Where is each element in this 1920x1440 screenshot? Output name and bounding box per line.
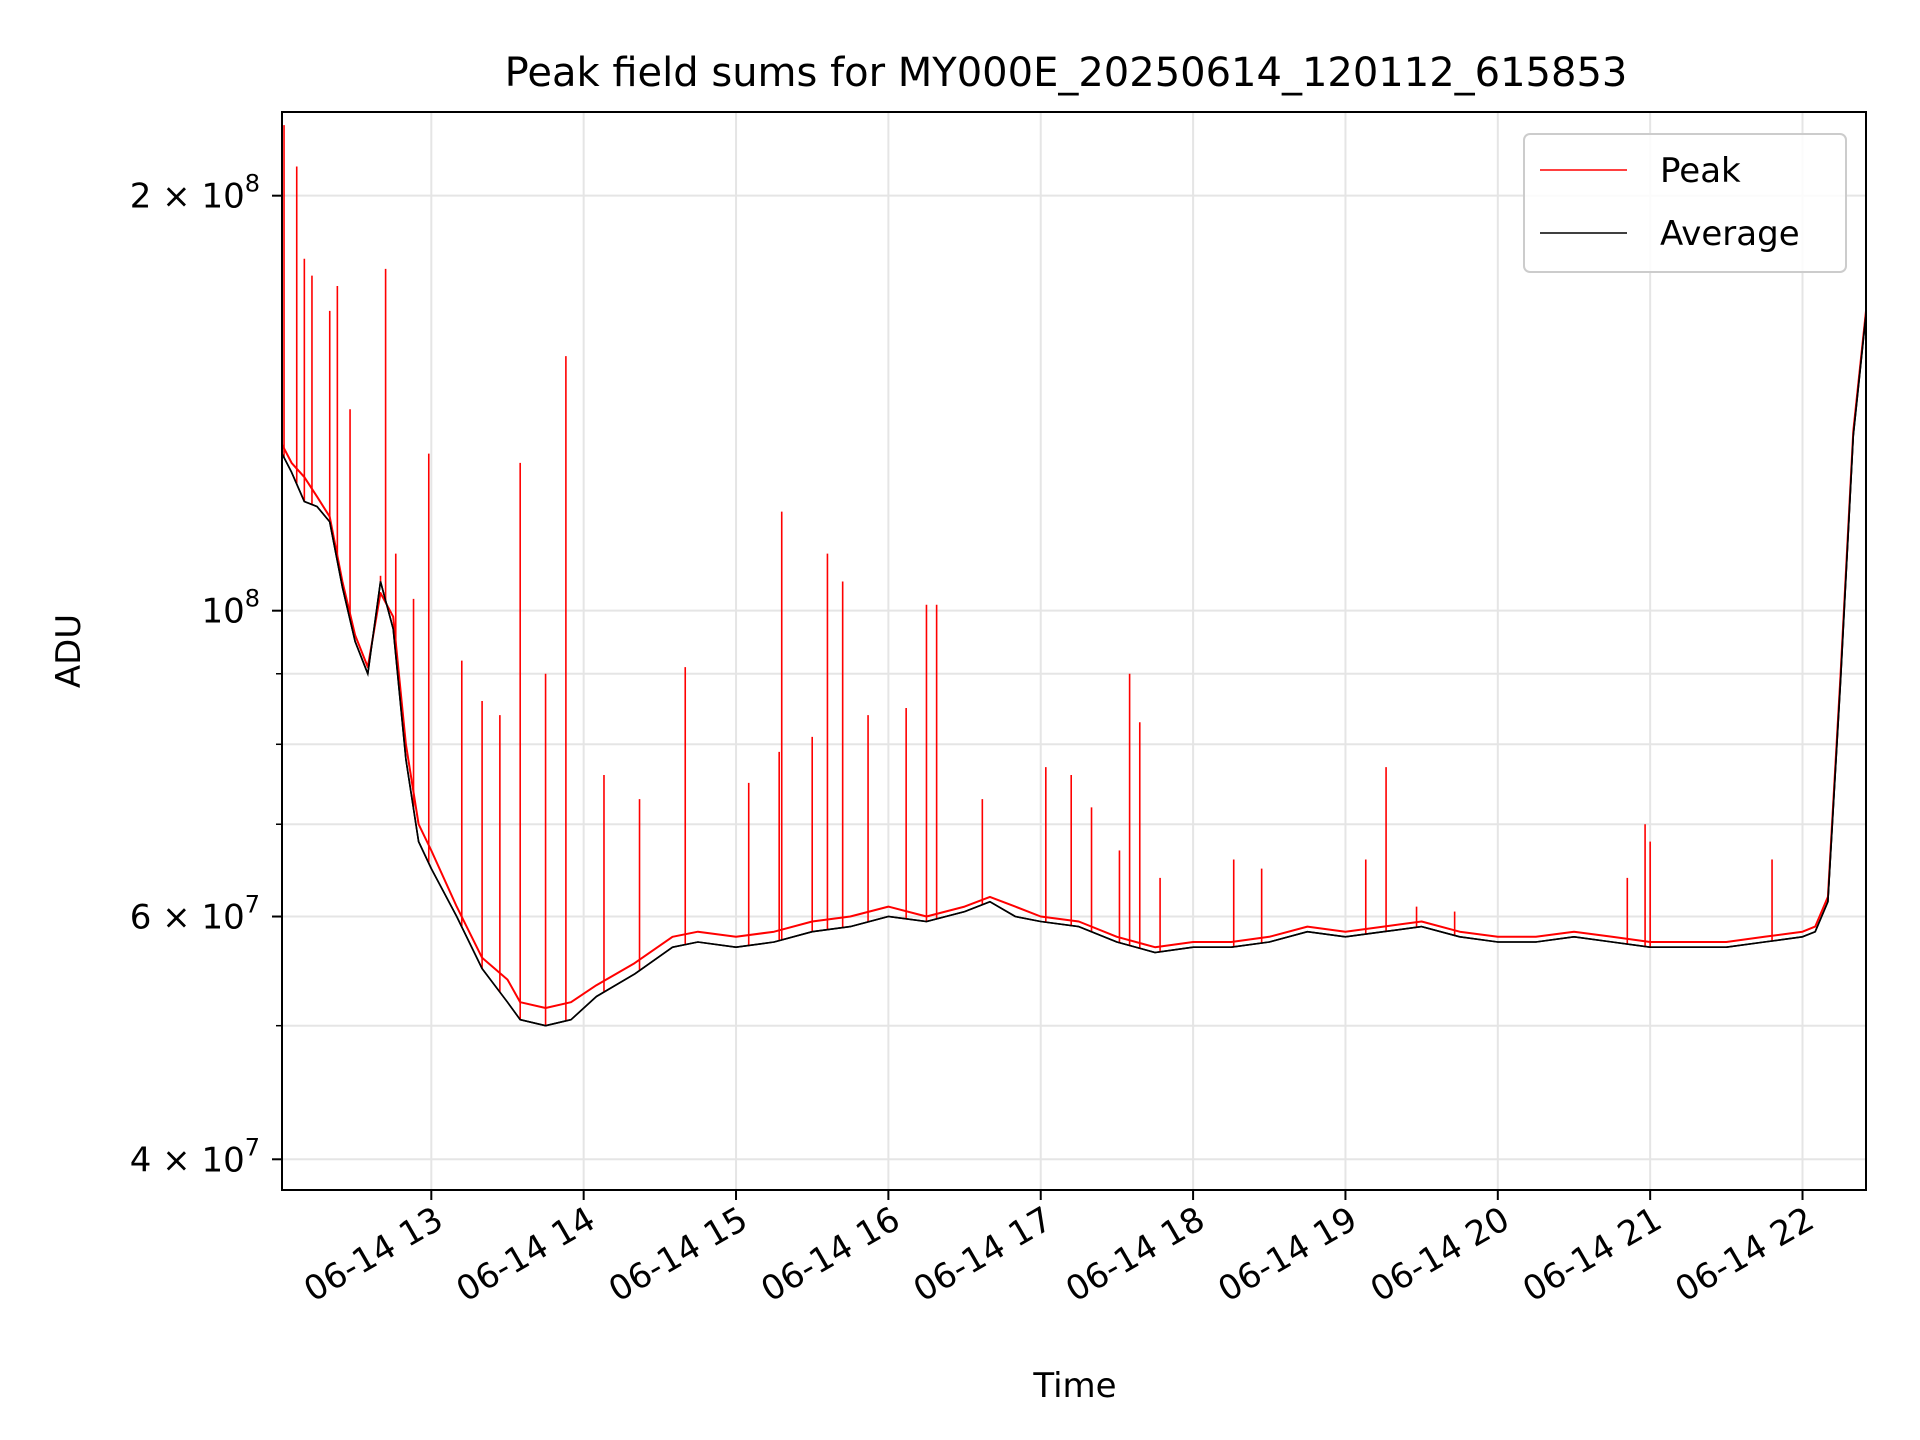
y-axis: 4 × 107 6 × 107 108 2 × 108 xyxy=(130,170,282,1180)
y-axis-label: ADU xyxy=(49,614,89,688)
y-tick-label: 4 × 107 xyxy=(130,1133,260,1180)
series-peak-line xyxy=(282,310,1866,1009)
y-tick-exponent: 8 xyxy=(245,170,260,198)
legend-label-peak: Peak xyxy=(1660,151,1741,191)
legend-box xyxy=(1523,133,1847,273)
legend-label-average: Average xyxy=(1660,214,1800,254)
chart-title: Peak field sums for MY000E_20250614_1201… xyxy=(505,50,1628,96)
legend: Peak Average xyxy=(1523,133,1847,273)
y-tick-exponent: 8 xyxy=(245,585,260,613)
series-layer xyxy=(282,125,1866,1027)
y-tick-label: 2 × 108 xyxy=(130,170,260,217)
series-average-line-top xyxy=(282,314,1866,1027)
y-tick-label: 6 × 107 xyxy=(130,891,260,938)
y-tick-exponent: 7 xyxy=(245,891,260,919)
y-tick-exponent: 7 xyxy=(245,1133,260,1161)
plot-frame xyxy=(281,111,1867,1191)
y-tick-label: 108 xyxy=(201,585,260,632)
x-axis-label: Time xyxy=(1032,1366,1116,1406)
